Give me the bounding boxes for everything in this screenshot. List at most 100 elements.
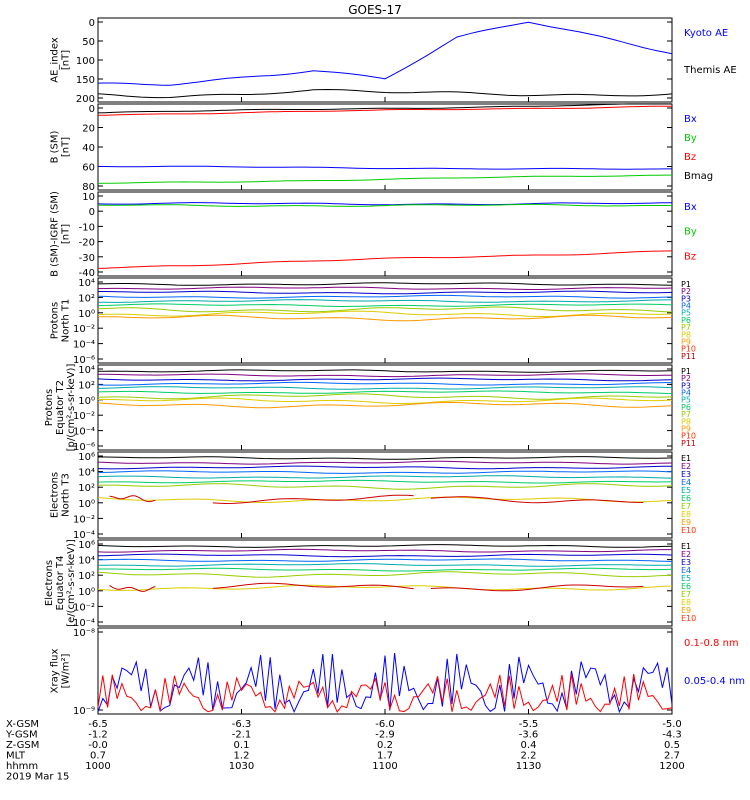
- channel-label: E3: [681, 558, 691, 567]
- channel-line: [430, 584, 644, 592]
- panel-5: Protons Equator T2 [p/(cm²-s-sr-keV)] 10⁴ 10…: [44, 364, 696, 453]
- channel-line: [97, 373, 673, 378]
- footer-value: -1.2: [88, 730, 108, 741]
- legend-entry: 0.05-0.4 nm: [684, 676, 745, 687]
- series-line: [97, 674, 673, 713]
- legend-entry: By: [684, 227, 697, 238]
- channel-line: [430, 496, 644, 504]
- y-tick-label: 10²: [78, 380, 95, 391]
- panel-frame: [97, 17, 673, 103]
- channel-label: E7: [681, 590, 691, 599]
- channel-line: [97, 558, 673, 562]
- panel-frame: [97, 364, 673, 451]
- footer-value: -6.0: [375, 719, 395, 730]
- series-line: [97, 88, 673, 99]
- date-label: 2019 Mar 15: [6, 772, 69, 783]
- channel-line: [97, 397, 673, 404]
- channel-line: [97, 314, 673, 322]
- y-tick-label: 10⁴: [78, 556, 95, 567]
- channel-label: E4: [681, 478, 691, 487]
- y-tick-label: -40: [79, 268, 95, 279]
- y-label-line: North T1: [61, 299, 72, 343]
- footer-value: 2.7: [664, 751, 680, 762]
- legend-entry: Bx: [684, 202, 697, 213]
- channel-label: P8: [681, 330, 691, 339]
- footer-value: -2.9: [375, 730, 395, 741]
- channel-line: [97, 294, 673, 299]
- y-axis-label: AE_index [nT]: [50, 37, 72, 83]
- y-tick-label: 10⁻⁴: [73, 618, 95, 629]
- panel-3: B (SM)-IGRF (SM) [nT] 10 0 -10 -20 -30 -40 Bx By B…: [50, 191, 697, 279]
- channel-line: [97, 563, 673, 567]
- y-tick-label: 40: [82, 143, 95, 154]
- channel-label: P2: [681, 374, 691, 383]
- legend-entry: 0.1-0.8 nm: [684, 638, 739, 649]
- footer-value: 1000: [85, 761, 110, 772]
- channel-label: P7: [681, 410, 691, 419]
- y-tick-label: 10⁻⁶: [73, 442, 95, 453]
- footer-value: 1130: [516, 761, 541, 772]
- channel-label: E5: [681, 486, 691, 495]
- footer-value: 1.2: [234, 751, 250, 762]
- y-label-line: Equator T4: [55, 556, 66, 611]
- channel-line: [97, 306, 673, 313]
- y-tick-label: 10⁶: [78, 452, 95, 463]
- y-tick-label: 10: [82, 192, 95, 203]
- channel-line: [98, 567, 673, 572]
- y-label-line: B (SM): [50, 130, 61, 163]
- y-label-line: Xray flux: [50, 649, 61, 694]
- channel-line: [212, 582, 414, 590]
- footer-value: 0.2: [377, 740, 393, 751]
- channel-label: P10: [681, 432, 696, 441]
- footer-value: -3.6: [519, 730, 539, 741]
- footer-value: -6.3: [232, 719, 252, 730]
- channel-line: [97, 544, 673, 548]
- channel-line: [97, 470, 673, 474]
- y-label-line: Electrons: [44, 560, 55, 606]
- y-label-line: Electrons: [50, 472, 61, 518]
- channel-label: E1: [681, 542, 691, 551]
- legend-entry: Bz: [684, 152, 696, 163]
- y-tick-label: -10: [79, 222, 95, 233]
- y-tick-label: 100: [76, 56, 95, 67]
- y-tick-label: -20: [79, 238, 95, 249]
- channel-line: [97, 475, 673, 479]
- channel-line: [97, 584, 673, 591]
- channel-line: [97, 571, 673, 578]
- y-tick-label: 10²: [78, 293, 95, 304]
- y-axis-label: Xray flux [W/m²]: [50, 649, 72, 694]
- channel-line: [109, 495, 156, 503]
- y-tick-label: 10⁰: [78, 499, 95, 510]
- panel-2: B (SM) [nT] 0 20 40 60 80 Bx By Bz Bmag: [50, 103, 713, 193]
- footer-value: 1030: [229, 761, 254, 772]
- channel-label: E2: [681, 462, 691, 471]
- footer-value: 0.4: [521, 740, 537, 751]
- footer-row-label: MLT: [6, 751, 26, 762]
- channel-label: E6: [681, 494, 691, 503]
- channel-label: E2: [681, 550, 691, 559]
- y-tick-label: 10⁴: [78, 468, 95, 479]
- channel-label: E7: [681, 502, 691, 511]
- channel-label: E9: [681, 606, 691, 615]
- channel-label: P5: [681, 309, 691, 318]
- y-axis-label: B (SM)-IGRF (SM) [nT]: [50, 191, 72, 277]
- y-tick-label: 10⁶: [78, 540, 95, 551]
- footer-value: -0.0: [88, 740, 108, 751]
- y-tick-label: 10⁻⁴: [73, 427, 95, 438]
- series-line: [97, 203, 673, 207]
- y-tick-label: 10²: [78, 571, 95, 582]
- channel-label: P1: [681, 367, 691, 376]
- footer-value: 1100: [372, 761, 397, 772]
- panel-4: Protons North T1 10⁴ 10² 10⁰ 10⁻² 10⁻⁴ 10⁻⁶ P1P2…: [50, 277, 696, 366]
- series-line: [97, 105, 672, 116]
- channel-label: E6: [681, 582, 691, 591]
- channel-line: [97, 483, 673, 490]
- y-tick-label: 10⁻⁹: [73, 706, 95, 717]
- y-tick-label: 10⁻⁸: [73, 628, 95, 639]
- series-line: [97, 165, 672, 170]
- y-label-line: North T3: [61, 473, 72, 517]
- y-axis-label: Protons North T1: [50, 299, 72, 343]
- y-label-line: [e/(cm²-s-sr-keV)]: [66, 539, 77, 627]
- channel-line: [97, 460, 673, 465]
